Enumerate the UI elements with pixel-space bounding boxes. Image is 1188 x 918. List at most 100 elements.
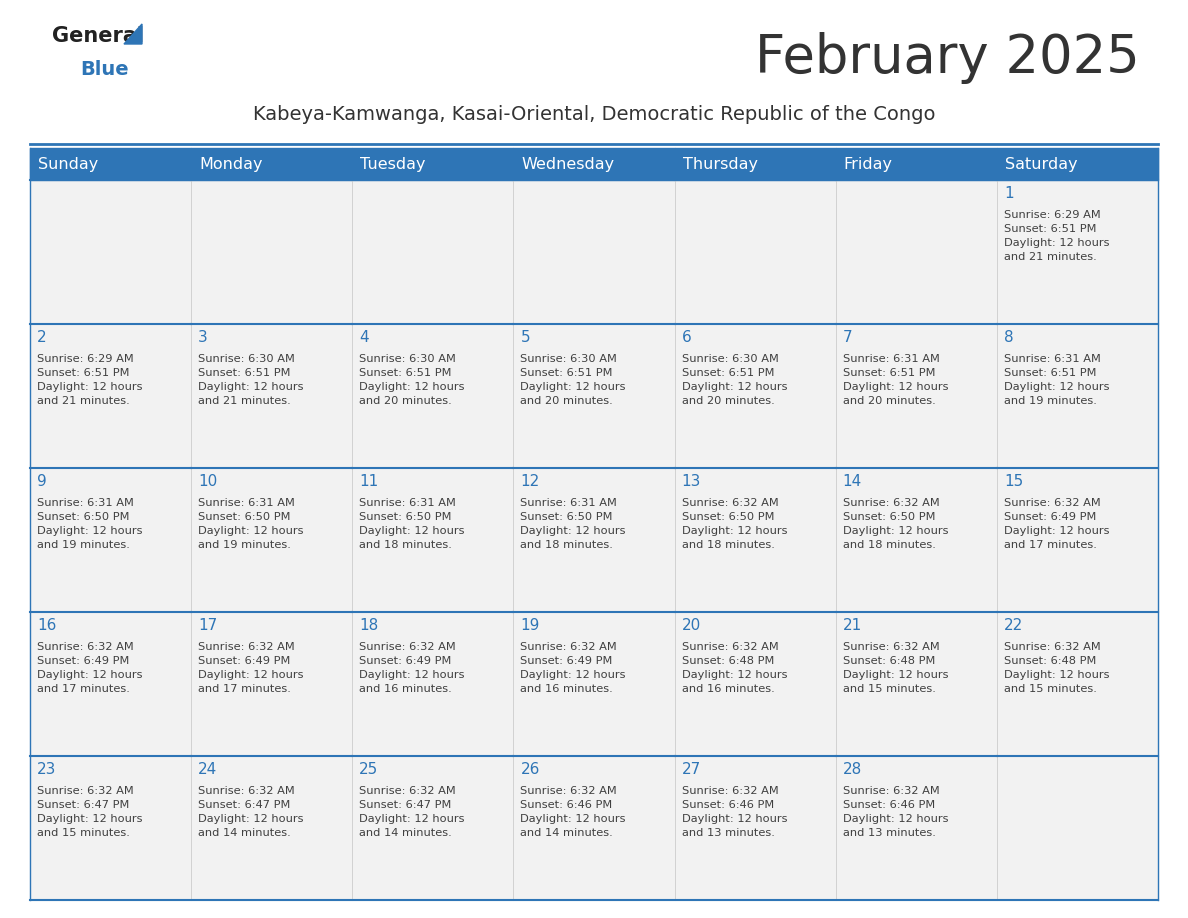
Text: 5: 5	[520, 330, 530, 345]
Bar	[353, 612, 513, 756]
Text: Sunrise: 6:30 AM
Sunset: 6:51 PM
Daylight: 12 hours
and 20 minutes.: Sunrise: 6:30 AM Sunset: 6:51 PM Dayligh…	[359, 354, 465, 406]
Text: Sunrise: 6:30 AM
Sunset: 6:51 PM
Daylight: 12 hours
and 21 minutes.: Sunrise: 6:30 AM Sunset: 6:51 PM Dayligh…	[198, 354, 304, 406]
Text: 22: 22	[1004, 619, 1023, 633]
Bar	[835, 756, 997, 900]
Bar	[513, 324, 675, 468]
Text: 23: 23	[37, 763, 56, 778]
Text: Thursday: Thursday	[683, 156, 758, 172]
Bar	[191, 324, 353, 468]
Text: 19: 19	[520, 619, 539, 633]
Text: 24: 24	[198, 763, 217, 778]
Bar	[997, 324, 1158, 468]
Text: Tuesday: Tuesday	[360, 156, 425, 172]
Text: Sunrise: 6:32 AM
Sunset: 6:48 PM
Daylight: 12 hours
and 15 minutes.: Sunrise: 6:32 AM Sunset: 6:48 PM Dayligh…	[1004, 642, 1110, 694]
Text: Sunrise: 6:32 AM
Sunset: 6:46 PM
Daylight: 12 hours
and 14 minutes.: Sunrise: 6:32 AM Sunset: 6:46 PM Dayligh…	[520, 786, 626, 838]
Bar	[353, 468, 513, 612]
Text: Sunrise: 6:32 AM
Sunset: 6:46 PM
Daylight: 12 hours
and 13 minutes.: Sunrise: 6:32 AM Sunset: 6:46 PM Dayligh…	[842, 786, 948, 838]
Text: Sunrise: 6:32 AM
Sunset: 6:48 PM
Daylight: 12 hours
and 15 minutes.: Sunrise: 6:32 AM Sunset: 6:48 PM Dayligh…	[842, 642, 948, 694]
Text: 12: 12	[520, 475, 539, 489]
Text: 8: 8	[1004, 330, 1013, 345]
Text: Sunrise: 6:32 AM
Sunset: 6:47 PM
Daylight: 12 hours
and 14 minutes.: Sunrise: 6:32 AM Sunset: 6:47 PM Dayligh…	[359, 786, 465, 838]
Text: Sunrise: 6:29 AM
Sunset: 6:51 PM
Daylight: 12 hours
and 21 minutes.: Sunrise: 6:29 AM Sunset: 6:51 PM Dayligh…	[37, 354, 143, 406]
Bar	[997, 180, 1158, 324]
Bar	[835, 180, 997, 324]
Text: 21: 21	[842, 619, 862, 633]
Text: 10: 10	[198, 475, 217, 489]
Bar	[513, 612, 675, 756]
Bar	[353, 180, 513, 324]
Bar	[675, 612, 835, 756]
Bar	[191, 756, 353, 900]
Bar	[835, 612, 997, 756]
Bar	[30, 148, 191, 180]
Bar	[191, 612, 353, 756]
Text: Sunrise: 6:32 AM
Sunset: 6:49 PM
Daylight: 12 hours
and 16 minutes.: Sunrise: 6:32 AM Sunset: 6:49 PM Dayligh…	[520, 642, 626, 694]
Bar	[675, 324, 835, 468]
Bar	[997, 468, 1158, 612]
Bar	[997, 148, 1158, 180]
Polygon shape	[124, 24, 143, 44]
Text: Saturday: Saturday	[1005, 156, 1078, 172]
Bar	[997, 612, 1158, 756]
Bar	[835, 468, 997, 612]
Bar	[353, 148, 513, 180]
Text: Sunrise: 6:31 AM
Sunset: 6:50 PM
Daylight: 12 hours
and 19 minutes.: Sunrise: 6:31 AM Sunset: 6:50 PM Dayligh…	[198, 498, 304, 550]
Text: 25: 25	[359, 763, 379, 778]
Text: 17: 17	[198, 619, 217, 633]
Bar	[191, 180, 353, 324]
Bar	[30, 756, 191, 900]
Text: Friday: Friday	[843, 156, 892, 172]
Text: 7: 7	[842, 330, 852, 345]
Text: Kabeya-Kamwanga, Kasai-Oriental, Democratic Republic of the Congo: Kabeya-Kamwanga, Kasai-Oriental, Democra…	[253, 106, 935, 125]
Text: General: General	[52, 26, 144, 46]
Text: Sunrise: 6:32 AM
Sunset: 6:50 PM
Daylight: 12 hours
and 18 minutes.: Sunrise: 6:32 AM Sunset: 6:50 PM Dayligh…	[842, 498, 948, 550]
Text: Sunrise: 6:32 AM
Sunset: 6:47 PM
Daylight: 12 hours
and 15 minutes.: Sunrise: 6:32 AM Sunset: 6:47 PM Dayligh…	[37, 786, 143, 838]
Text: 6: 6	[682, 330, 691, 345]
Text: Sunrise: 6:30 AM
Sunset: 6:51 PM
Daylight: 12 hours
and 20 minutes.: Sunrise: 6:30 AM Sunset: 6:51 PM Dayligh…	[682, 354, 788, 406]
Bar	[835, 324, 997, 468]
Text: Sunrise: 6:29 AM
Sunset: 6:51 PM
Daylight: 12 hours
and 21 minutes.: Sunrise: 6:29 AM Sunset: 6:51 PM Dayligh…	[1004, 210, 1110, 262]
Text: 1: 1	[1004, 186, 1013, 201]
Text: Sunday: Sunday	[38, 156, 99, 172]
Text: Sunrise: 6:31 AM
Sunset: 6:51 PM
Daylight: 12 hours
and 20 minutes.: Sunrise: 6:31 AM Sunset: 6:51 PM Dayligh…	[842, 354, 948, 406]
Bar	[513, 180, 675, 324]
Bar	[191, 148, 353, 180]
Text: 27: 27	[682, 763, 701, 778]
Bar	[30, 324, 191, 468]
Text: 3: 3	[198, 330, 208, 345]
Text: Sunrise: 6:32 AM
Sunset: 6:50 PM
Daylight: 12 hours
and 18 minutes.: Sunrise: 6:32 AM Sunset: 6:50 PM Dayligh…	[682, 498, 788, 550]
Text: 28: 28	[842, 763, 862, 778]
Text: Sunrise: 6:32 AM
Sunset: 6:47 PM
Daylight: 12 hours
and 14 minutes.: Sunrise: 6:32 AM Sunset: 6:47 PM Dayligh…	[198, 786, 304, 838]
Text: 15: 15	[1004, 475, 1023, 489]
Bar	[30, 180, 191, 324]
Text: Sunrise: 6:31 AM
Sunset: 6:51 PM
Daylight: 12 hours
and 19 minutes.: Sunrise: 6:31 AM Sunset: 6:51 PM Dayligh…	[1004, 354, 1110, 406]
Text: 18: 18	[359, 619, 379, 633]
Bar	[353, 324, 513, 468]
Text: Sunrise: 6:32 AM
Sunset: 6:49 PM
Daylight: 12 hours
and 17 minutes.: Sunrise: 6:32 AM Sunset: 6:49 PM Dayligh…	[37, 642, 143, 694]
Text: Sunrise: 6:31 AM
Sunset: 6:50 PM
Daylight: 12 hours
and 18 minutes.: Sunrise: 6:31 AM Sunset: 6:50 PM Dayligh…	[520, 498, 626, 550]
Text: 4: 4	[359, 330, 369, 345]
Bar	[675, 468, 835, 612]
Bar	[353, 756, 513, 900]
Text: 14: 14	[842, 475, 862, 489]
Text: 11: 11	[359, 475, 379, 489]
Text: Sunrise: 6:31 AM
Sunset: 6:50 PM
Daylight: 12 hours
and 19 minutes.: Sunrise: 6:31 AM Sunset: 6:50 PM Dayligh…	[37, 498, 143, 550]
Bar	[513, 756, 675, 900]
Text: Sunrise: 6:32 AM
Sunset: 6:49 PM
Daylight: 12 hours
and 16 minutes.: Sunrise: 6:32 AM Sunset: 6:49 PM Dayligh…	[359, 642, 465, 694]
Text: Sunrise: 6:32 AM
Sunset: 6:48 PM
Daylight: 12 hours
and 16 minutes.: Sunrise: 6:32 AM Sunset: 6:48 PM Dayligh…	[682, 642, 788, 694]
Text: 20: 20	[682, 619, 701, 633]
Text: 26: 26	[520, 763, 539, 778]
Text: 2: 2	[37, 330, 46, 345]
Text: Sunrise: 6:32 AM
Sunset: 6:46 PM
Daylight: 12 hours
and 13 minutes.: Sunrise: 6:32 AM Sunset: 6:46 PM Dayligh…	[682, 786, 788, 838]
Text: Sunrise: 6:30 AM
Sunset: 6:51 PM
Daylight: 12 hours
and 20 minutes.: Sunrise: 6:30 AM Sunset: 6:51 PM Dayligh…	[520, 354, 626, 406]
Text: Sunrise: 6:32 AM
Sunset: 6:49 PM
Daylight: 12 hours
and 17 minutes.: Sunrise: 6:32 AM Sunset: 6:49 PM Dayligh…	[198, 642, 304, 694]
Text: February 2025: February 2025	[756, 32, 1140, 84]
Bar	[675, 180, 835, 324]
Text: 13: 13	[682, 475, 701, 489]
Bar	[835, 148, 997, 180]
Text: Sunrise: 6:32 AM
Sunset: 6:49 PM
Daylight: 12 hours
and 17 minutes.: Sunrise: 6:32 AM Sunset: 6:49 PM Dayligh…	[1004, 498, 1110, 550]
Bar	[30, 468, 191, 612]
Bar	[513, 468, 675, 612]
Bar	[997, 756, 1158, 900]
Bar	[30, 612, 191, 756]
